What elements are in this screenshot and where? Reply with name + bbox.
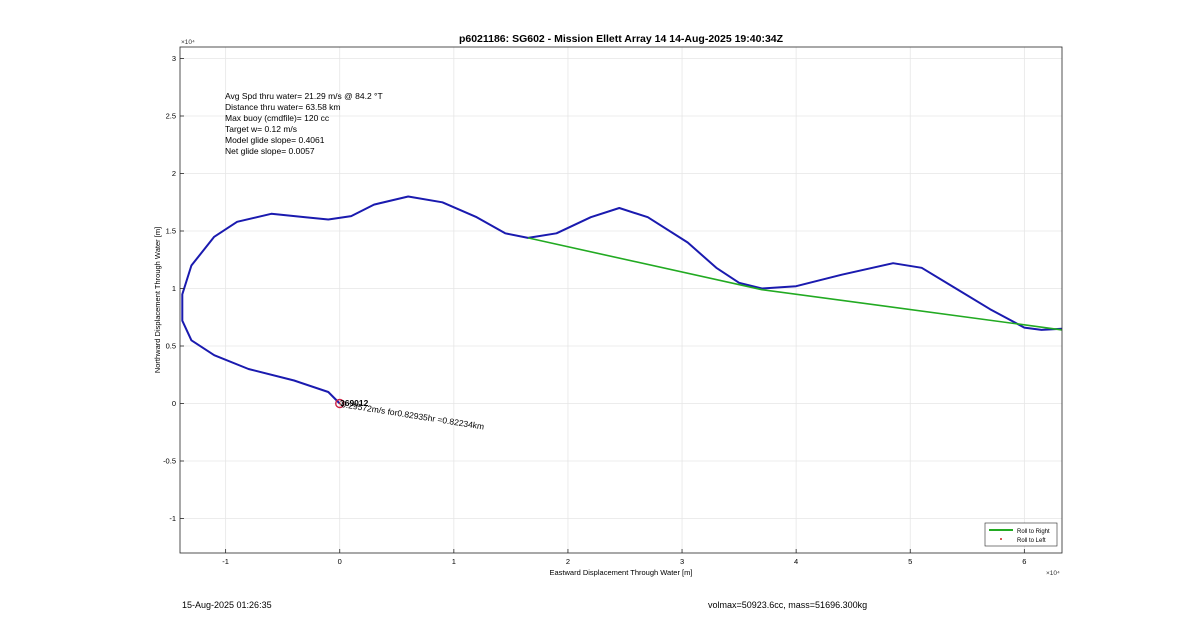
plot-area [180, 47, 1062, 553]
track-line [181, 195, 1063, 405]
y-tick-label: -0.5 [163, 457, 176, 466]
annotation-model-glide: Model glide slope= 0.4061 [225, 135, 325, 145]
axis-ticks: -1 0 1 2 3 4 5 6 -1 -0.5 0 0.5 1 1.5 2 2.5 3 [163, 54, 1026, 566]
x-tick-label: 4 [794, 557, 798, 566]
legend-box [984, 522, 1058, 547]
y-tick-label: -1 [169, 514, 176, 523]
start-marker [335, 398, 345, 409]
legend-label-roll-left: Roll to Left [1017, 538, 1046, 544]
y-tick-label: 3 [172, 54, 176, 63]
y-tick-label: 2 [172, 169, 176, 178]
x-tick-label: 6 [1022, 557, 1026, 566]
y-tick-label: 0 [172, 399, 176, 408]
point-label-overlap: 369012 [340, 398, 369, 408]
x-axis-label: Eastward Displacement Through Water [m] [550, 568, 693, 577]
x-tick-label: 5 [908, 557, 912, 566]
y-tick-label: 1.5 [166, 227, 176, 236]
legend-label-roll-right: Roll to Right [1017, 529, 1050, 535]
annotation-avg-speed: Avg Spd thru water= 21.29 m/s @ 84.2 °T [225, 91, 383, 101]
x-exponent-label: ×10⁴ [1046, 570, 1060, 577]
y-axis-label: Northward Displacement Through Water [m] [153, 227, 162, 373]
chart-title: p6021186: SG602 - Mission Ellett Array 1… [459, 33, 784, 45]
plot-frame [179, 46, 1063, 554]
annotation-max-buoy: Max buoy (cmdfile)= 120 cc [225, 113, 330, 123]
legend-marker-roll-left [1000, 538, 1002, 540]
x-tick-label: 2 [566, 557, 570, 566]
roll-left-point [338, 402, 341, 405]
footer-summary: volmax=50923.6cc, mass=51696.300kg [708, 600, 868, 610]
y-tick-label: 1 [172, 284, 176, 293]
x-tick-label: -1 [222, 557, 229, 566]
y-exponent-label: ×10⁴ [181, 39, 195, 46]
annotation-block: Avg Spd thru water= 21.29 m/s @ 84.2 °T … [225, 91, 383, 156]
annotation-target-w: Target w= 0.12 m/s [225, 124, 297, 134]
x-tick-label: 1 [452, 557, 456, 566]
y-tick-label: 2.5 [166, 112, 176, 121]
grid-lines [180, 47, 1062, 553]
annotation-distance: Distance thru water= 63.58 km [225, 102, 341, 112]
y-tick-label: 0.5 [166, 342, 176, 351]
roll-right-line [527, 237, 1063, 331]
x-tick-label: 3 [680, 557, 684, 566]
footer-timestamp: 15-Aug-2025 01:26:35 [182, 600, 272, 610]
plot-data [181, 195, 1063, 409]
legend: Roll to Right Roll to Left [984, 522, 1058, 547]
annotation-net-glide: Net glide slope= 0.0057 [225, 146, 315, 156]
x-tick-label: 0 [338, 557, 342, 566]
